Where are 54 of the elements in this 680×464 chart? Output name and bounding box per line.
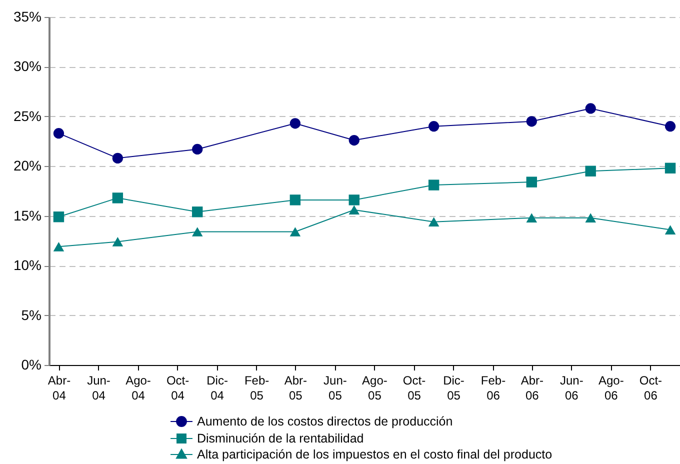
point [348, 205, 360, 215]
point [192, 227, 203, 236]
point [428, 121, 440, 132]
x-tick-label: Oct-04 [166, 374, 190, 402]
x-tick-label: Abr-06 [520, 374, 544, 402]
point [192, 144, 203, 155]
point [348, 194, 360, 206]
point [585, 166, 596, 176]
point [112, 192, 124, 204]
x-tick-label: Jun-04 [87, 374, 110, 402]
x-tick-label: Oct-05 [402, 374, 426, 402]
x-tick-label: Feb-05 [244, 374, 270, 402]
x-tick-label: Dic-04 [206, 374, 228, 402]
y-tick-label: 30% [13, 58, 42, 74]
point [428, 180, 440, 190]
x-tick-label: Feb-06 [480, 374, 506, 402]
point [192, 206, 203, 218]
legend-label: Alta participación de los impuestos en el costo final del producto [197, 448, 552, 462]
y-tick-label: 10% [13, 257, 42, 274]
point [585, 103, 596, 114]
x-tick-label: Abr-04 [48, 374, 71, 402]
point [664, 162, 676, 174]
y-tick-label: 35% [13, 8, 42, 24]
x-tick-label: Dic-05 [443, 374, 464, 402]
legend-label: Aumento de los costos directos de producción [197, 414, 453, 428]
x-tick-label: Abr-05 [284, 374, 308, 402]
y-tick-label: 25% [13, 108, 42, 124]
point [112, 152, 123, 164]
point [53, 212, 64, 222]
point [664, 225, 676, 234]
y-tick-label: 0% [21, 356, 42, 372]
point [290, 194, 301, 206]
x-tick-label: Ago-05 [362, 374, 388, 402]
point [585, 213, 596, 223]
x-tick-label: Jun-05 [324, 374, 347, 402]
x-tick-label: Jun-06 [560, 374, 584, 402]
x-tick-label: Ago-04 [126, 374, 151, 402]
point [112, 237, 124, 246]
point [526, 116, 537, 127]
point [526, 213, 538, 223]
point [664, 121, 676, 132]
legend-label: Disminución de la rentabilidad [197, 432, 364, 446]
y-tick-label: 20% [13, 158, 42, 174]
point [53, 242, 64, 252]
point [290, 118, 300, 129]
point [526, 176, 537, 188]
y-tick-label: 15% [13, 207, 42, 224]
x-tick-label: Oct-06 [639, 374, 662, 402]
point [53, 128, 64, 139]
y-tick-label: 5% [21, 306, 42, 323]
x-tick-label: Ago-06 [598, 374, 624, 402]
point [348, 134, 360, 146]
point [428, 217, 440, 226]
point [290, 227, 301, 236]
